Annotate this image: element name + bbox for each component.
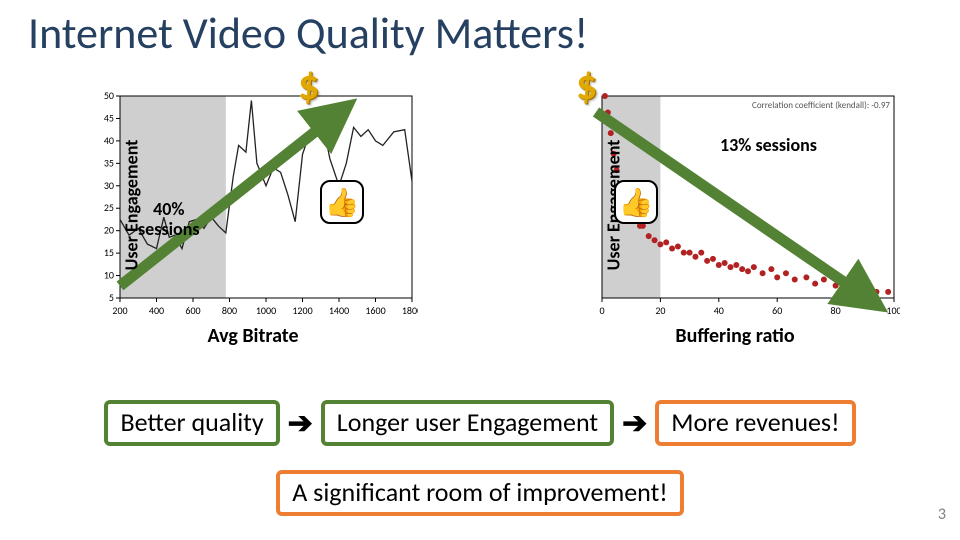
svg-text:60: 60 [772,304,782,317]
svg-text:1600: 1600 [365,304,385,317]
svg-text:1000: 1000 [256,304,276,317]
svg-text:35: 35 [104,156,114,169]
svg-text:1800: 1800 [402,304,418,317]
flow-box-engagement: Longer user Engagement [321,400,614,446]
left-annot-line2: sessions [138,218,200,240]
right-chart-xlabel: Buffering ratio [675,324,794,348]
callout-box: A significant room of improvement! [276,470,684,516]
left-chart-xlabel: Avg Bitrate [207,324,298,348]
page-number: 3 [938,505,946,524]
svg-text:0: 0 [599,304,604,317]
dollar-icon: $ [298,60,319,111]
conclusion-flow: Better quality ➔ Longer user Engagement … [0,400,960,446]
svg-text:45: 45 [104,111,114,124]
slide-title: Internet Video Quality Matters! [28,6,588,60]
thumbs-up-icon: 👍 [320,180,364,224]
svg-text:20: 20 [655,304,665,317]
svg-text:50: 50 [104,90,114,102]
flow-box-quality: Better quality [104,400,279,446]
svg-text:400: 400 [149,304,164,317]
flow-box-revenues: More revenues! [655,400,855,446]
callout-row: A significant room of improvement! [0,470,960,516]
svg-text:1400: 1400 [329,304,349,317]
svg-text:20: 20 [104,224,114,237]
svg-text:15: 15 [104,246,114,259]
svg-text:40: 40 [104,134,114,147]
thumbs-up-icon: 👍 [614,180,658,224]
svg-text:30: 30 [104,179,114,192]
right-chart-annotation: 13% sessions [720,136,817,156]
svg-text:600: 600 [185,304,200,317]
svg-text:80: 80 [831,304,841,317]
svg-text:800: 800 [222,304,237,317]
svg-text:10: 10 [104,269,114,282]
svg-text:Correlation coefficient (kenda: Correlation coefficient (kendall): -0.97 [752,100,890,111]
left-chart-annotation: 40% sessions [138,200,200,240]
svg-text:25: 25 [104,201,114,214]
arrow-icon: ➔ [622,406,647,441]
right-annot-line1: 13% sessions [720,134,817,156]
svg-text:5: 5 [109,291,114,304]
arrow-icon: ➔ [288,406,313,441]
svg-text:40: 40 [714,304,724,317]
svg-text:200: 200 [112,304,127,317]
left-annot-line1: 40% [153,198,184,220]
svg-text:100: 100 [886,304,900,317]
dollar-icon: $ [576,60,597,111]
svg-text:1200: 1200 [292,304,312,317]
